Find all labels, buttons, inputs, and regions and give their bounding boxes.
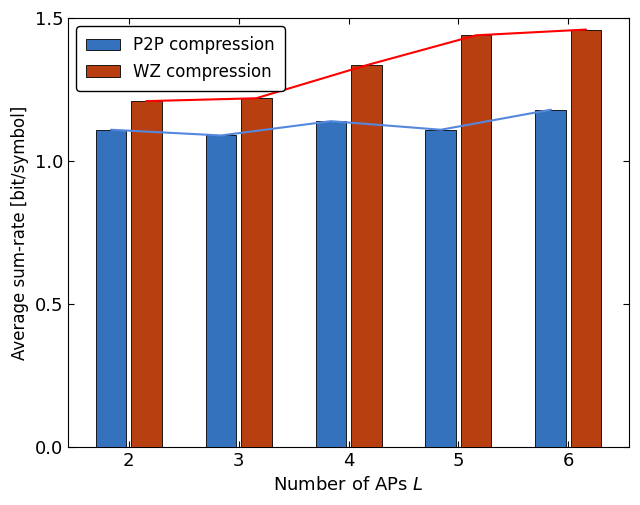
Bar — [95, 130, 127, 447]
Y-axis label: Average sum-rate [bit/symbol]: Average sum-rate [bit/symbol] — [11, 106, 29, 360]
Bar — [461, 35, 492, 447]
Bar — [571, 30, 602, 447]
Bar — [241, 98, 271, 447]
X-axis label: Number of APs $L$: Number of APs $L$ — [273, 476, 424, 494]
Legend: P2P compression, WZ compression: P2P compression, WZ compression — [77, 26, 285, 91]
Bar — [131, 101, 162, 447]
Bar — [426, 130, 456, 447]
Bar — [316, 121, 346, 447]
Bar — [536, 110, 566, 447]
Bar — [351, 65, 381, 447]
Bar — [205, 135, 236, 447]
